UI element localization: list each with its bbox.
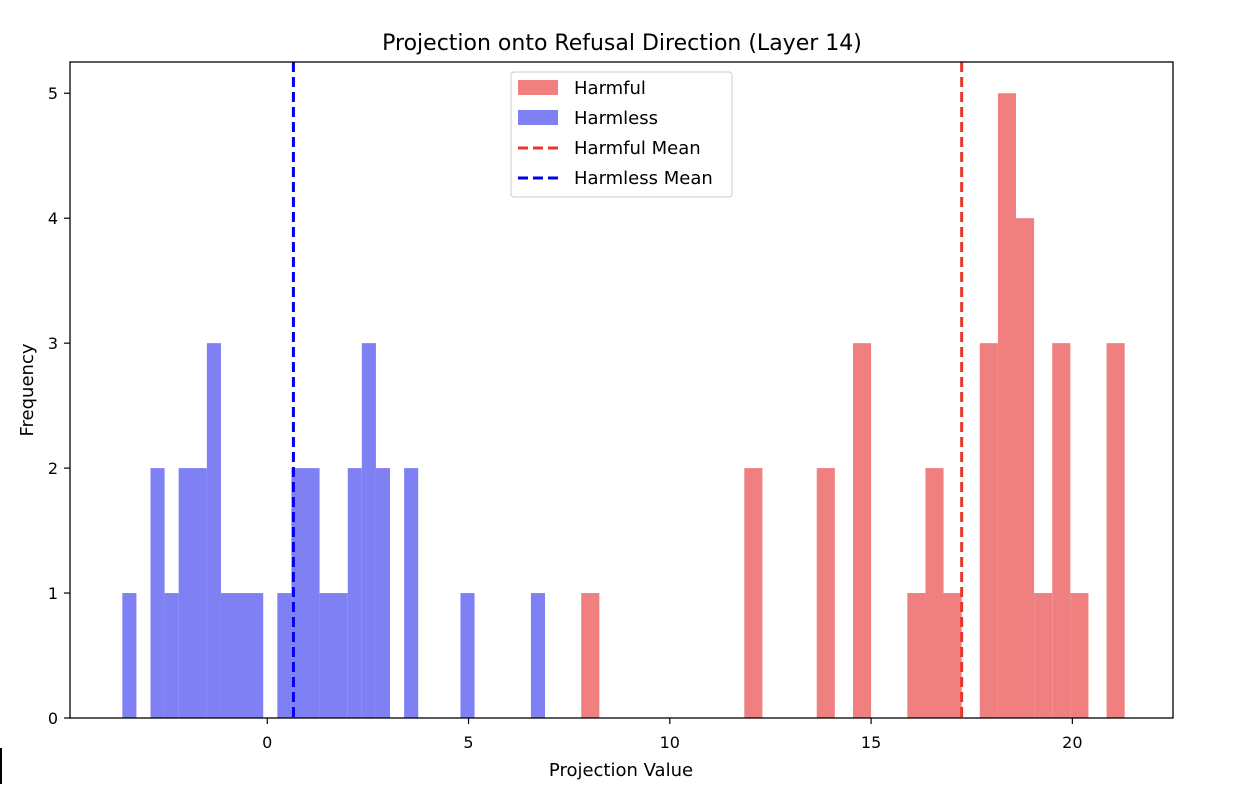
- y-tick-label: 5: [48, 84, 58, 103]
- y-tick-label: 1: [48, 584, 58, 603]
- bar-harmless-4: [206, 343, 221, 718]
- bar-harmless-2: [164, 593, 179, 718]
- bar-harmful-13: [1106, 343, 1125, 718]
- bars-layer: [122, 93, 1125, 718]
- reference-lines-layer: [291, 62, 964, 718]
- x-tick-label: 10: [660, 733, 680, 752]
- y-axis-title: Frequency: [17, 343, 38, 436]
- bar-harmless-6: [277, 593, 292, 718]
- x-tick-label: 15: [861, 733, 881, 752]
- bar-harmless-14: [530, 593, 546, 718]
- legend-label-harmful-mean: Harmful Mean: [574, 138, 701, 159]
- legend-swatch-harmless: [518, 110, 558, 125]
- bar-harmless-7: [291, 468, 320, 718]
- edge-mark: [0, 748, 2, 784]
- bar-harmful-9: [1016, 218, 1035, 718]
- bar-harmful-5: [925, 468, 944, 718]
- bar-harmless-12: [404, 468, 419, 718]
- chart-title: Projection onto Refusal Direction (Layer…: [382, 31, 862, 56]
- bar-harmless-3: [178, 468, 207, 718]
- y-tick-label: 2: [48, 459, 58, 478]
- bar-harmful-6: [943, 593, 962, 718]
- bar-harmless-5: [220, 593, 264, 718]
- bar-harmful-1: [744, 468, 763, 718]
- bar-harmless-0: [122, 593, 137, 718]
- bar-harmful-12: [1070, 593, 1089, 718]
- y-tick-label: 4: [48, 209, 58, 228]
- bar-harmless-13: [460, 593, 475, 718]
- x-tick-label: 20: [1062, 733, 1082, 752]
- x-tick-label: 5: [463, 733, 473, 752]
- bar-harmful-0: [581, 593, 600, 718]
- bar-harmless-10: [361, 343, 376, 718]
- bar-harmful-4: [907, 593, 926, 718]
- legend-label-harmful: Harmful: [574, 78, 646, 99]
- legend-box: [510, 71, 733, 198]
- legend-label-harmless: Harmless: [574, 108, 658, 129]
- bar-harmful-11: [1052, 343, 1071, 718]
- x-axis-title: Projection Value: [549, 760, 693, 781]
- bar-harmful-2: [816, 468, 835, 718]
- y-tick-label: 0: [48, 709, 58, 728]
- x-tick-label: 0: [262, 733, 272, 752]
- bar-harmful-8: [997, 93, 1017, 718]
- legend-swatch-harmful: [518, 80, 558, 95]
- bar-harmless-9: [347, 468, 362, 718]
- legend: Harmful Harmless Harmful Mean Harmless M…: [510, 71, 733, 198]
- x-axis-ticks: 0 5 10 15 20: [262, 718, 1083, 752]
- bar-harmful-10: [1034, 593, 1053, 718]
- bar-harmless-8: [319, 593, 348, 718]
- bar-harmless-11: [375, 468, 391, 718]
- y-tick-label: 3: [48, 334, 58, 353]
- bar-harmful-3: [852, 343, 872, 718]
- legend-label-harmless-mean: Harmless Mean: [574, 168, 713, 189]
- bar-harmless-1: [150, 468, 165, 718]
- y-axis-ticks: 0 1 2 3 4 5: [48, 84, 70, 728]
- plot-frame: [69, 61, 1174, 719]
- bar-harmful-7: [979, 343, 998, 718]
